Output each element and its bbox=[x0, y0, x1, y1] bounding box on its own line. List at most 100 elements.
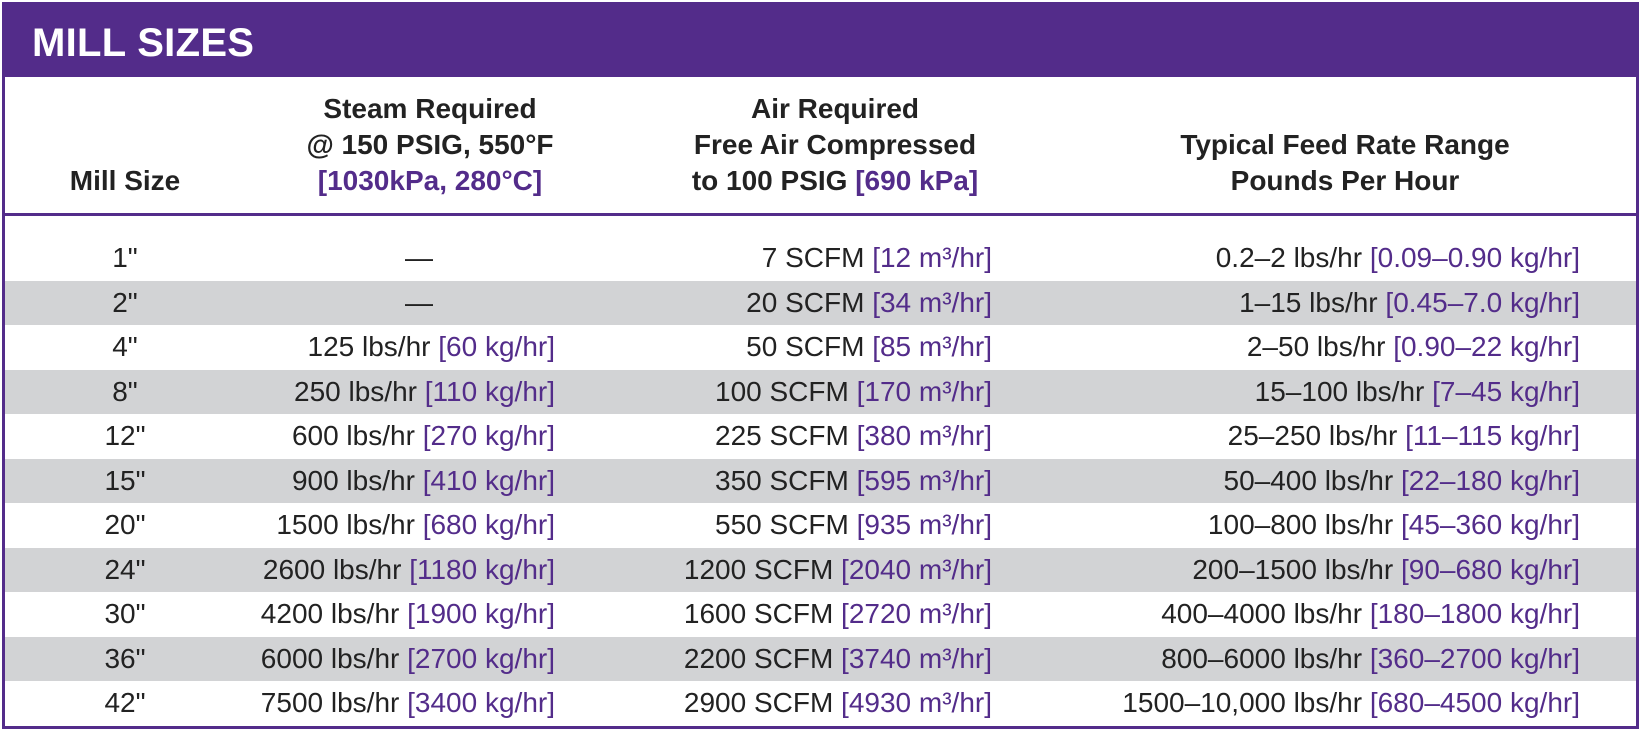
cell-air-metric: [170 m³/hr] bbox=[856, 375, 992, 407]
cell-air-imperial: 2900 SCFM bbox=[683, 687, 842, 718]
table-title: MILL SIZES bbox=[5, 5, 1636, 77]
cell-steam: — bbox=[405, 236, 445, 281]
cell-feed-rate: 1–15 lbs/hr [0.45–7.0 kg/hr] bbox=[1005, 281, 1580, 326]
table-row: 12" 600 lbs/hr [270 kg/hr] 225 SCFM [380 m… bbox=[5, 414, 1636, 459]
cell-mill-size: 1" bbox=[112, 242, 138, 273]
header-air-line3: to 100 PSIG [690 kPa] bbox=[615, 163, 1055, 199]
cell-steam-imperial: 600 lbs/hr bbox=[291, 420, 423, 451]
cell-feed-metric: [680–4500 kg/hr] bbox=[1369, 687, 1580, 718]
cell-steam-metric: [3400 kg/hr] bbox=[407, 687, 555, 718]
cell-feed-metric: [11–115 kg/hr] bbox=[1405, 420, 1580, 451]
cell-air-imperial: 2200 SCFM bbox=[683, 642, 842, 674]
cell-air: 7 SCFM [12 m³/hr] bbox=[565, 236, 992, 281]
cell-air: 100 SCFM [170 m³/hr] bbox=[565, 370, 992, 415]
header-steam-required: Steam Required @ 150 PSIG, 550°F [1030kP… bbox=[245, 91, 615, 199]
cell-steam-imperial: 125 lbs/hr bbox=[307, 331, 439, 362]
cell-air-metric: [935 m³/hr] bbox=[856, 509, 992, 540]
cell-feed-rate: 50–400 lbs/hr [22–180 kg/hr] bbox=[1005, 459, 1581, 504]
cell-air-metric: [2720 m³/hr] bbox=[841, 598, 992, 629]
cell-feed-rate: 0.2–2 lbs/hr [0.09–0.90 kg/hr] bbox=[1005, 236, 1580, 281]
cell-steam-imperial: — bbox=[405, 242, 433, 273]
cell-air: 225 SCFM [380 m³/hr] bbox=[565, 414, 992, 459]
cell-mill-size: 20" bbox=[104, 509, 146, 540]
cell-feed-metric: [90–680 kg/hr] bbox=[1400, 553, 1580, 585]
cell-air: 2900 SCFM [4930 m³/hr] bbox=[565, 681, 992, 726]
cell-feed-rate: 800–6000 lbs/hr [360–2700 kg/hr] bbox=[1005, 637, 1580, 682]
cell-air-metric: [12 m³/hr] bbox=[872, 242, 992, 273]
cell-feed-imperial: 0.2–2 lbs/hr bbox=[1215, 242, 1370, 273]
cell-mill-size: 2" bbox=[112, 286, 138, 318]
cell-feed-imperial: 400–4000 lbs/hr bbox=[1161, 598, 1370, 629]
cell-steam-imperial: 6000 lbs/hr bbox=[260, 642, 408, 674]
cell-steam-metric: [270 kg/hr] bbox=[422, 420, 555, 451]
cell-mill-size: 8" bbox=[112, 375, 138, 407]
cell-feed-imperial: 50–400 lbs/hr bbox=[1223, 464, 1401, 496]
header-steam-line2: @ 150 PSIG, 550°F bbox=[306, 129, 554, 160]
cell-mill-size: 36" bbox=[104, 642, 146, 674]
cell-steam-metric: [110 kg/hr] bbox=[424, 375, 555, 407]
cell-feed-imperial: 2–50 lbs/hr bbox=[1246, 331, 1394, 362]
header-air-line2: Free Air Compressed bbox=[693, 129, 977, 160]
cell-steam: 1500 lbs/hr [680 kg/hr] bbox=[245, 503, 555, 548]
cell-steam-metric: [2700 kg/hr] bbox=[407, 642, 555, 674]
cell-mill-size: 4" bbox=[112, 331, 138, 362]
cell-air-imperial: 350 SCFM bbox=[715, 464, 857, 496]
cell-air-imperial: 550 SCFM bbox=[715, 509, 857, 540]
table-row: 4" 125 lbs/hr [60 kg/hr] 50 SCFM [85 m³/hr… bbox=[5, 325, 1636, 370]
cell-feed-rate: 400–4000 lbs/hr [180–1800 kg/hr] bbox=[1005, 592, 1580, 637]
cell-feed-metric: [45–360 kg/hr] bbox=[1400, 509, 1580, 540]
cell-steam-imperial: 1500 lbs/hr bbox=[276, 509, 423, 540]
cell-steam-metric: [680 kg/hr] bbox=[422, 509, 555, 540]
cell-feed-metric: [0.45–7.0 kg/hr] bbox=[1385, 286, 1580, 318]
table-row: 8" 250 lbs/hr [110 kg/hr] 100 SCFM [170 m³… bbox=[5, 369, 1636, 415]
cell-steam: 6000 lbs/hr [2700 kg/hr] bbox=[245, 637, 555, 682]
cell-feed-rate: 1500–10,000 lbs/hr [680–4500 kg/hr] bbox=[1005, 681, 1580, 726]
header-feed-line1: Typical Feed Rate Range bbox=[1180, 129, 1510, 160]
cell-feed-metric: [0.90–22 kg/hr] bbox=[1393, 331, 1580, 362]
cell-feed-metric: [22–180 kg/hr] bbox=[1400, 464, 1580, 496]
cell-feed-imperial: 1500–10,000 lbs/hr bbox=[1122, 687, 1370, 718]
header-air-line3-metric: [690 kPa] bbox=[855, 165, 979, 196]
cell-air-imperial: 1600 SCFM bbox=[683, 598, 842, 629]
cell-steam: 250 lbs/hr [110 kg/hr] bbox=[245, 370, 555, 415]
cell-feed-rate: 2–50 lbs/hr [0.90–22 kg/hr] bbox=[1005, 325, 1580, 370]
table-row: 20" 1500 lbs/hr [680 kg/hr] 550 SCFM [935 … bbox=[5, 503, 1636, 548]
cell-air-imperial: 100 SCFM bbox=[715, 375, 857, 407]
table-row: 36" 6000 lbs/hr [2700 kg/hr] 2200 SCFM [37… bbox=[5, 636, 1636, 682]
cell-air-imperial: 7 SCFM bbox=[761, 242, 873, 273]
cell-steam: 900 lbs/hr [410 kg/hr] bbox=[245, 459, 555, 504]
cell-air-metric: [2040 m³/hr] bbox=[841, 553, 992, 585]
table-row: 24" 2600 lbs/hr [1180 kg/hr] 1200 SCFM [20… bbox=[5, 547, 1636, 593]
cell-feed-metric: [360–2700 kg/hr] bbox=[1369, 642, 1580, 674]
cell-feed-rate: 200–1500 lbs/hr [90–680 kg/hr] bbox=[1005, 548, 1580, 593]
header-steam-line3: [1030kPa, 280°C] bbox=[317, 165, 543, 196]
cell-feed-rate: 15–100 lbs/hr [7–45 kg/hr] bbox=[1005, 370, 1580, 415]
cell-steam-imperial: 2600 lbs/hr bbox=[262, 553, 410, 585]
cell-feed-imperial: 15–100 lbs/hr bbox=[1254, 375, 1433, 407]
cell-feed-imperial: 200–1500 lbs/hr bbox=[1192, 553, 1401, 585]
header-steam-line1: Steam Required bbox=[323, 93, 537, 124]
cell-air: 20 SCFM [34 m³/hr] bbox=[565, 281, 992, 326]
table-body: 1" — 7 SCFM [12 m³/hr] 0.2–2 lbs/hr [0.09–0… bbox=[5, 236, 1636, 726]
cell-steam-metric: [1900 kg/hr] bbox=[407, 598, 555, 629]
cell-feed-imperial: 800–6000 lbs/hr bbox=[1161, 642, 1370, 674]
cell-mill-size: 12" bbox=[104, 420, 146, 451]
cell-feed-imperial: 100–800 lbs/hr bbox=[1207, 509, 1401, 540]
cell-feed-rate: 100–800 lbs/hr [45–360 kg/hr] bbox=[1005, 503, 1580, 548]
cell-feed-metric: [7–45 kg/hr] bbox=[1432, 375, 1580, 407]
cell-air-metric: [380 m³/hr] bbox=[856, 420, 992, 451]
cell-mill-size: 30" bbox=[104, 598, 146, 629]
header-feed-line2: Pounds Per Hour bbox=[1230, 165, 1460, 196]
cell-steam: — bbox=[405, 281, 445, 326]
cell-air-metric: [4930 m³/hr] bbox=[841, 687, 992, 718]
cell-air-metric: [3740 m³/hr] bbox=[841, 642, 992, 674]
cell-air: 50 SCFM [85 m³/hr] bbox=[565, 325, 992, 370]
cell-feed-imperial: 1–15 lbs/hr bbox=[1239, 286, 1386, 318]
cell-steam-imperial: 4200 lbs/hr bbox=[260, 598, 408, 629]
cell-mill-size: 15" bbox=[104, 464, 146, 496]
table-header: Mill Size Steam Required @ 150 PSIG, 550… bbox=[5, 77, 1636, 216]
cell-steam: 7500 lbs/hr [3400 kg/hr] bbox=[245, 681, 555, 726]
cell-steam-metric: [1180 kg/hr] bbox=[409, 553, 555, 585]
header-mill-size: Mill Size bbox=[5, 163, 245, 199]
cell-air-imperial: 1200 SCFM bbox=[683, 553, 842, 585]
